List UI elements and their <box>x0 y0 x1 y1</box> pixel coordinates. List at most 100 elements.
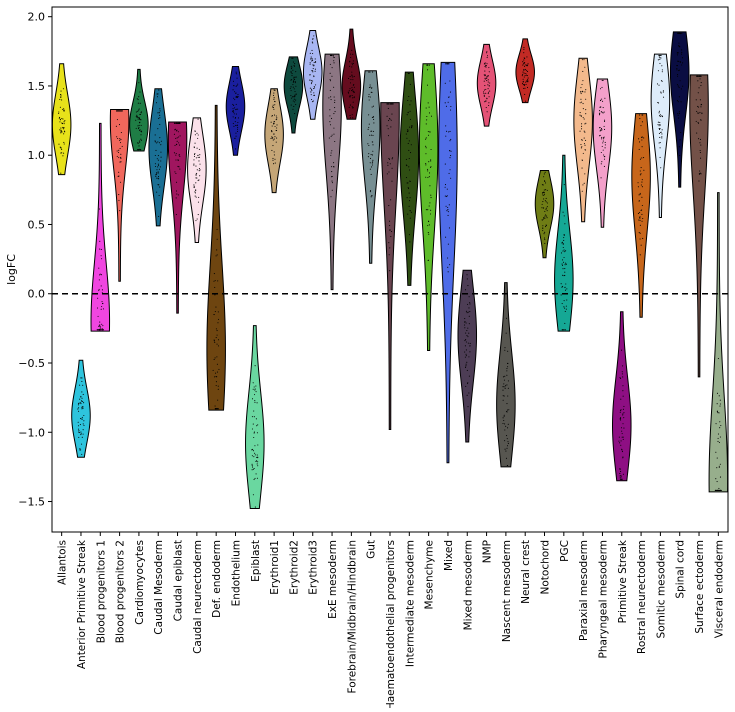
violin-point <box>449 91 452 93</box>
violin-point <box>233 111 235 113</box>
x-tick-label: Def. endoderm <box>211 540 223 618</box>
violin-point <box>372 150 374 152</box>
violin-point <box>329 89 331 91</box>
violin-point <box>525 83 527 85</box>
violin-point <box>622 438 624 440</box>
violin-point <box>234 99 236 101</box>
violin-points <box>232 71 239 150</box>
violin-point <box>658 56 660 58</box>
violin-point <box>98 290 100 292</box>
violin-point <box>504 448 506 450</box>
violin-point <box>506 409 509 411</box>
violin-point <box>349 82 352 84</box>
violin-point <box>179 122 181 124</box>
violin-point <box>619 469 621 471</box>
violin-point <box>138 108 140 110</box>
violin-group <box>418 63 439 352</box>
violin-point <box>349 114 351 117</box>
violin-point <box>216 238 218 240</box>
violin-point <box>409 210 411 212</box>
violin-mixed-mesoderm <box>457 269 478 443</box>
violin-point <box>271 149 273 152</box>
violin-point <box>348 106 350 108</box>
violin-point <box>622 365 624 367</box>
violin-point <box>448 96 450 98</box>
violin-point <box>600 163 602 165</box>
violin-points <box>135 82 143 151</box>
violin-point <box>199 163 201 165</box>
violin-point <box>560 283 562 285</box>
violin-point <box>582 108 584 110</box>
violin-point <box>465 310 467 312</box>
violin-point <box>137 102 139 104</box>
violin-point <box>331 54 333 57</box>
violin-point <box>467 336 469 338</box>
violin-point <box>525 68 527 70</box>
violin-point <box>99 240 101 242</box>
violin-point <box>232 108 234 110</box>
violin-point <box>158 117 160 119</box>
violin-point <box>563 184 565 186</box>
violin-point <box>699 149 701 152</box>
violin-point <box>98 267 100 269</box>
violin-point <box>489 90 491 92</box>
violin-point <box>63 108 65 110</box>
violin-point <box>469 302 471 304</box>
violin-point <box>331 171 333 173</box>
violin-point <box>290 71 292 73</box>
violin-point <box>406 114 408 116</box>
violin-point <box>464 289 467 291</box>
violin-point <box>523 46 525 49</box>
violin-point <box>351 64 354 66</box>
violin-point <box>508 409 510 411</box>
violin-point <box>138 117 140 119</box>
violin-point <box>602 142 604 144</box>
x-axis: Allantois Anterior Primitive Streak Blood … <box>57 532 725 710</box>
violin-group <box>109 109 130 282</box>
violin-point <box>235 71 237 73</box>
violin-point <box>621 430 623 432</box>
violin-point <box>565 308 567 310</box>
violin-point <box>639 254 641 256</box>
violin-point <box>193 155 196 157</box>
violin-point <box>561 264 564 266</box>
violin-point <box>524 75 526 77</box>
violin-point <box>660 167 662 169</box>
violin-point <box>120 157 122 159</box>
violin-point <box>469 345 471 347</box>
violin-point <box>467 311 469 313</box>
violin-points <box>58 88 66 174</box>
violin-point <box>715 451 717 453</box>
violin-point <box>698 138 700 140</box>
violin-point <box>427 131 429 133</box>
violin-point <box>620 444 622 446</box>
x-tick-label: Intermediate mesoderm <box>404 540 416 667</box>
violin-point <box>372 71 374 73</box>
violin-point <box>658 110 660 112</box>
violin-point <box>718 412 720 414</box>
violin-point <box>640 209 642 211</box>
violin-point <box>640 167 642 169</box>
violin-point <box>682 62 684 64</box>
violin-point <box>193 147 195 149</box>
violin-point <box>257 465 259 467</box>
violin-point <box>135 127 137 129</box>
violin-point <box>542 194 544 196</box>
violin-point <box>135 119 137 121</box>
violin-point <box>330 152 332 154</box>
violin-point <box>465 385 467 387</box>
violin-point <box>502 376 505 378</box>
violin-points <box>560 184 568 331</box>
violin-point <box>392 103 394 105</box>
violin-point <box>643 137 645 139</box>
violin-point <box>620 440 622 442</box>
violin-point <box>80 431 82 433</box>
violin-point <box>80 400 83 402</box>
violin-point <box>290 94 292 97</box>
violin-point <box>638 148 640 150</box>
violin-point <box>370 173 372 176</box>
violin-point <box>543 207 545 209</box>
violin-point <box>468 392 470 394</box>
violin-point <box>391 167 393 169</box>
violin-point <box>580 143 582 146</box>
